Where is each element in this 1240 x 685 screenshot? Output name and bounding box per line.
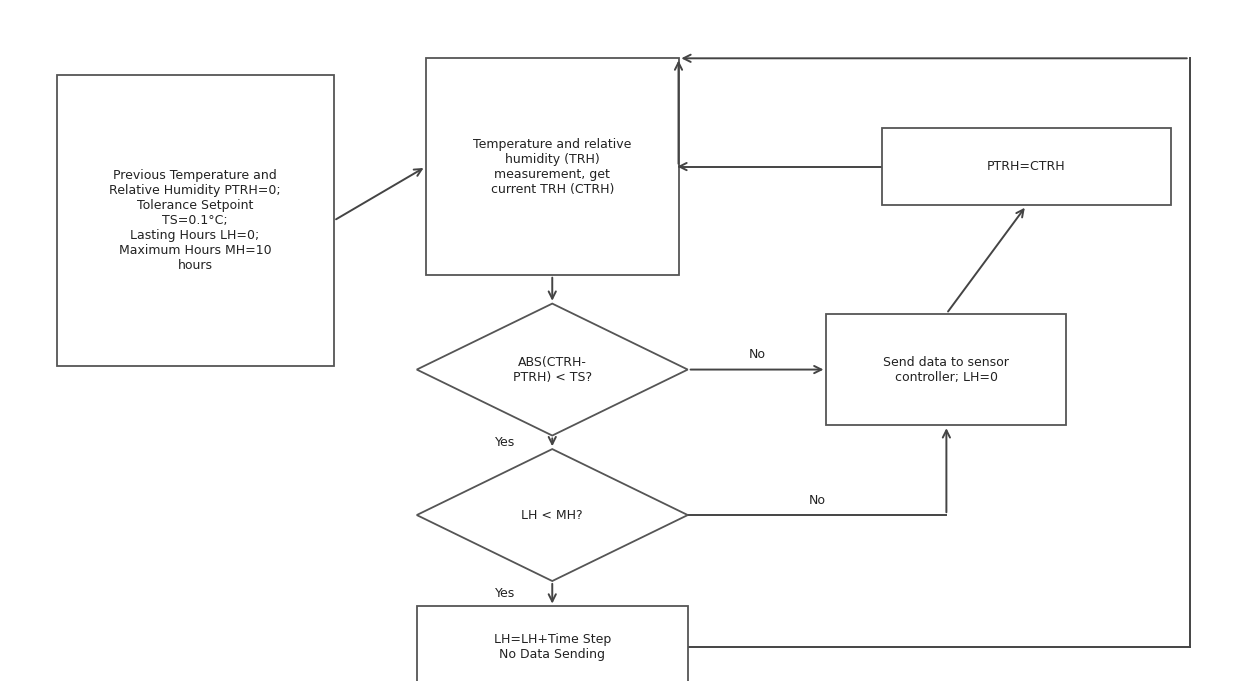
Text: No: No	[749, 348, 765, 361]
FancyBboxPatch shape	[417, 606, 688, 685]
FancyBboxPatch shape	[826, 314, 1066, 425]
Text: Temperature and relative
humidity (TRH)
measurement, get
current TRH (CTRH): Temperature and relative humidity (TRH) …	[474, 138, 631, 195]
Text: LH < MH?: LH < MH?	[522, 508, 583, 521]
FancyBboxPatch shape	[57, 75, 334, 366]
Polygon shape	[417, 303, 688, 436]
Text: Yes: Yes	[495, 436, 516, 449]
Text: Send data to sensor
controller; LH=0: Send data to sensor controller; LH=0	[883, 356, 1009, 384]
Polygon shape	[417, 449, 688, 581]
Text: Previous Temperature and
Relative Humidity PTRH=0;
Tolerance Setpoint
TS=0.1°C;
: Previous Temperature and Relative Humidi…	[109, 169, 281, 272]
FancyBboxPatch shape	[427, 58, 678, 275]
FancyBboxPatch shape	[882, 127, 1171, 206]
Text: Yes: Yes	[495, 587, 516, 600]
Text: No: No	[808, 494, 826, 507]
Text: LH=LH+Time Step
No Data Sending: LH=LH+Time Step No Data Sending	[494, 633, 611, 661]
Text: PTRH=CTRH: PTRH=CTRH	[987, 160, 1065, 173]
Text: ABS(CTRH-
PTRH) < TS?: ABS(CTRH- PTRH) < TS?	[512, 356, 591, 384]
